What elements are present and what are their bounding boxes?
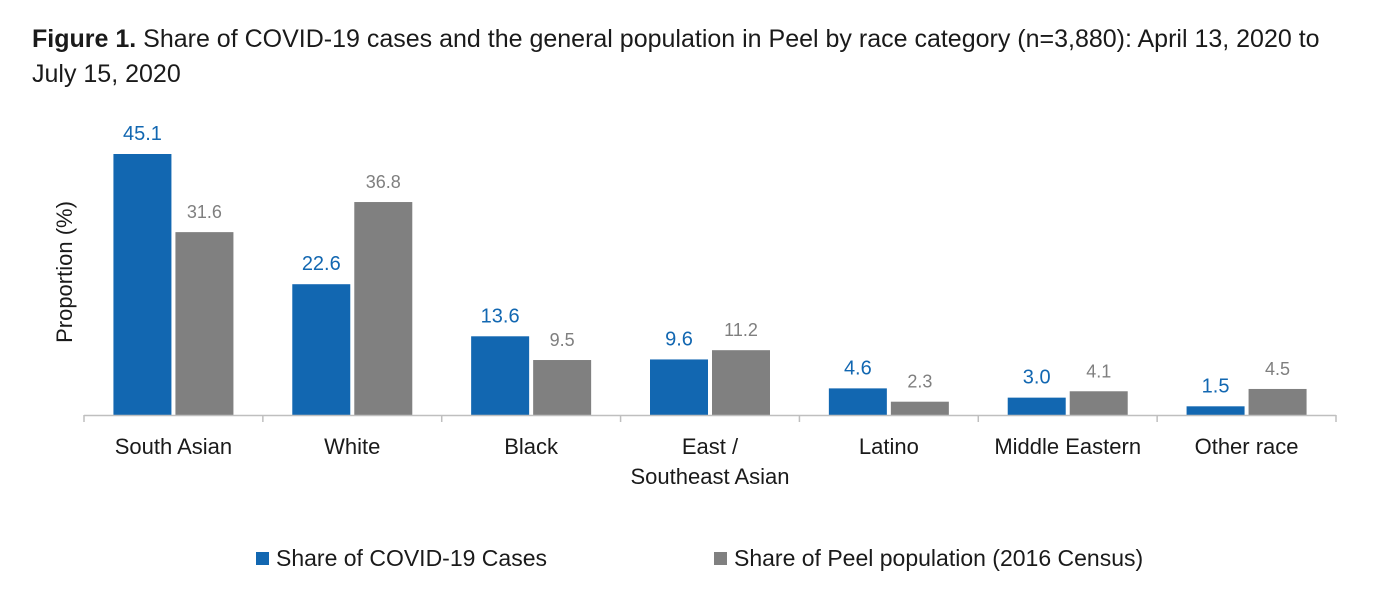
category-label-other-race: Other race xyxy=(1195,434,1299,459)
title-text: Share of COVID-19 cases and the general … xyxy=(32,25,1320,88)
category-label-white: White xyxy=(324,434,380,459)
bar-cases-black xyxy=(471,336,530,415)
bar-population-middle-eastern xyxy=(1069,391,1128,415)
bar-cases-other-race xyxy=(1186,406,1245,415)
legend-label-cases: Share of COVID-19 Cases xyxy=(276,545,548,571)
value-label-cases-other-race: 1.5 xyxy=(1202,375,1230,397)
category-label-east-southeast-asian-line-2: Southeast Asian xyxy=(630,464,789,489)
bar-cases-white xyxy=(292,284,351,415)
bar-population-black xyxy=(533,360,592,415)
y-axis-title: Proportion (%) xyxy=(52,201,77,343)
bar-cases-latino xyxy=(828,388,887,415)
legend-item-population: Share of Peel population (2016 Census) xyxy=(714,542,1143,574)
value-label-population-white: 36.8 xyxy=(366,172,401,192)
y-axis-title-group: Proportion (%) xyxy=(52,201,77,343)
value-label-cases-white: 22.6 xyxy=(302,253,341,275)
value-label-population-latino: 2.3 xyxy=(907,372,932,392)
category-label-latino: Latino xyxy=(859,434,919,459)
bar-cases-east-southeast-asian xyxy=(650,359,708,415)
value-label-population-south-asian: 31.6 xyxy=(187,202,222,222)
legend-swatch-cases xyxy=(256,551,269,565)
x-axis xyxy=(83,414,1337,422)
legend-swatch-population xyxy=(714,551,727,565)
bar-chart: Proportion (%) 45.1 31.6 22.6 36.8 13.6 9.5 9.… xyxy=(52,123,1337,489)
category-labels-group: South Asian White Black East / Southeast Asi… xyxy=(115,434,1299,489)
value-label-cases-black: 13.6 xyxy=(481,305,520,327)
category-label-black: Black xyxy=(504,434,559,459)
value-label-population-other-race: 4.5 xyxy=(1265,359,1290,379)
value-label-cases-south-asian: 45.1 xyxy=(123,123,162,145)
category-label-south-asian: South Asian xyxy=(115,434,232,459)
chart-title: Figure 1. Share of COVID-19 cases and th… xyxy=(32,22,1352,92)
value-label-population-black: 9.5 xyxy=(550,330,575,350)
value-label-cases-east-southeast-asian: 9.6 xyxy=(665,328,693,350)
bar-population-white xyxy=(354,202,413,415)
bar-cases-middle-eastern xyxy=(1007,397,1066,415)
bar-population-east-southeast-asian xyxy=(712,350,770,415)
bar-population-latino xyxy=(890,401,949,415)
bar-population-other-race xyxy=(1248,388,1307,415)
value-label-population-east-southeast-asian: 11.2 xyxy=(724,320,758,340)
value-label-cases-latino: 4.6 xyxy=(844,357,872,379)
value-labels-group: 45.1 31.6 22.6 36.8 13.6 9.5 9.6 11.2 4.6 2.3 3.0 4… xyxy=(123,123,1290,397)
value-label-population-middle-eastern: 4.1 xyxy=(1086,361,1111,381)
legend: Share of COVID-19 Cases Share of Peel po… xyxy=(0,542,1374,574)
category-label-east-southeast-asian-line-1: East / xyxy=(682,434,739,459)
bar-cases-south-asian xyxy=(113,154,172,415)
value-label-cases-middle-eastern: 3.0 xyxy=(1023,367,1051,389)
legend-item-cases: Share of COVID-19 Cases xyxy=(256,542,547,574)
bars-group xyxy=(113,154,1307,415)
bar-population-south-asian xyxy=(175,232,234,415)
category-label-middle-eastern: Middle Eastern xyxy=(994,434,1141,459)
figure-label: Figure 1. xyxy=(32,25,137,53)
legend-label-population: Share of Peel population (2016 Census) xyxy=(734,545,1144,571)
